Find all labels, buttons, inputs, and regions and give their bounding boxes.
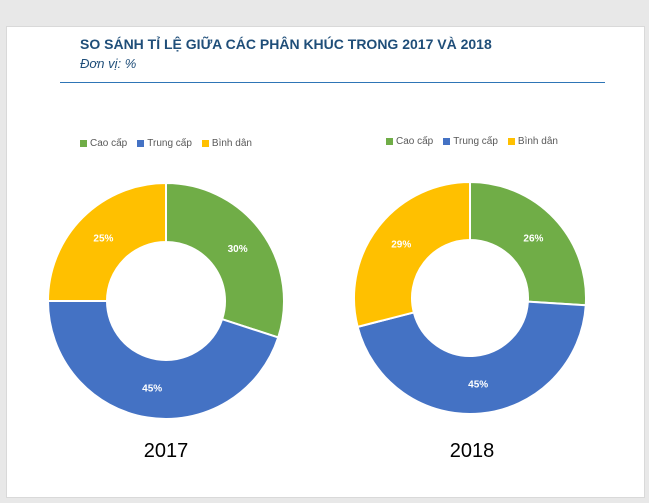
slice-trung-cap — [356, 300, 587, 415]
legend-item-trung-cap: Trung cấp — [137, 138, 192, 149]
data-label: 30% — [228, 244, 248, 255]
year-label-2018: 2018 — [449, 440, 495, 462]
chart-subtitle: Đơn vị: % — [80, 56, 137, 71]
legend-label: Cao cấp — [396, 136, 434, 147]
legend-swatch — [443, 138, 451, 145]
legend-item-cao-cap: Cao cấp — [80, 138, 127, 149]
legend-item-binh-dan: Bình dân — [507, 136, 558, 147]
slice-trung-cap — [46, 300, 280, 420]
data-label: 29% — [391, 240, 411, 251]
data-label: 26% — [523, 233, 543, 244]
legend-swatch — [137, 140, 145, 147]
data-label: 25% — [93, 233, 113, 244]
year-label-2017: 2017 — [143, 440, 189, 462]
chart-title: SO SÁNH TỈ LỆ GIỮA CÁC PHÂN KHÚC TRONG 2… — [80, 36, 492, 52]
legend-swatch — [80, 140, 87, 147]
donut-chart-2017: 30% 45% 25% — [46, 181, 285, 420]
slice-cao-cap — [165, 181, 285, 339]
legend-item-binh-dan: Bình dân — [201, 138, 252, 149]
legend-label: Bình dân — [517, 136, 558, 147]
donut-chart-2018: 26% 45% 29% — [353, 180, 587, 415]
legend-label: Cao cấp — [90, 138, 128, 149]
slice-binh-dan — [46, 181, 167, 302]
data-label: 45% — [468, 380, 488, 391]
slice-binh-dan — [353, 180, 471, 329]
legend-swatch — [507, 138, 515, 145]
legend-item-cao-cap: Cao cấp — [386, 136, 433, 147]
legend-swatch — [386, 138, 393, 145]
legend-2017: Cao cấp Trung cấp Bình dân — [80, 138, 252, 149]
data-label: 45% — [142, 383, 162, 394]
legend-swatch — [201, 140, 209, 147]
legend-label: Bình dân — [211, 138, 252, 149]
title-divider — [60, 82, 605, 83]
legend-label: Trung cấp — [453, 136, 498, 147]
legend-label: Trung cấp — [147, 138, 192, 149]
legend-2018: Cao cấp Trung cấp Bình dân — [386, 136, 558, 147]
slice-cao-cap — [469, 180, 587, 307]
legend-item-trung-cap: Trung cấp — [443, 136, 498, 147]
